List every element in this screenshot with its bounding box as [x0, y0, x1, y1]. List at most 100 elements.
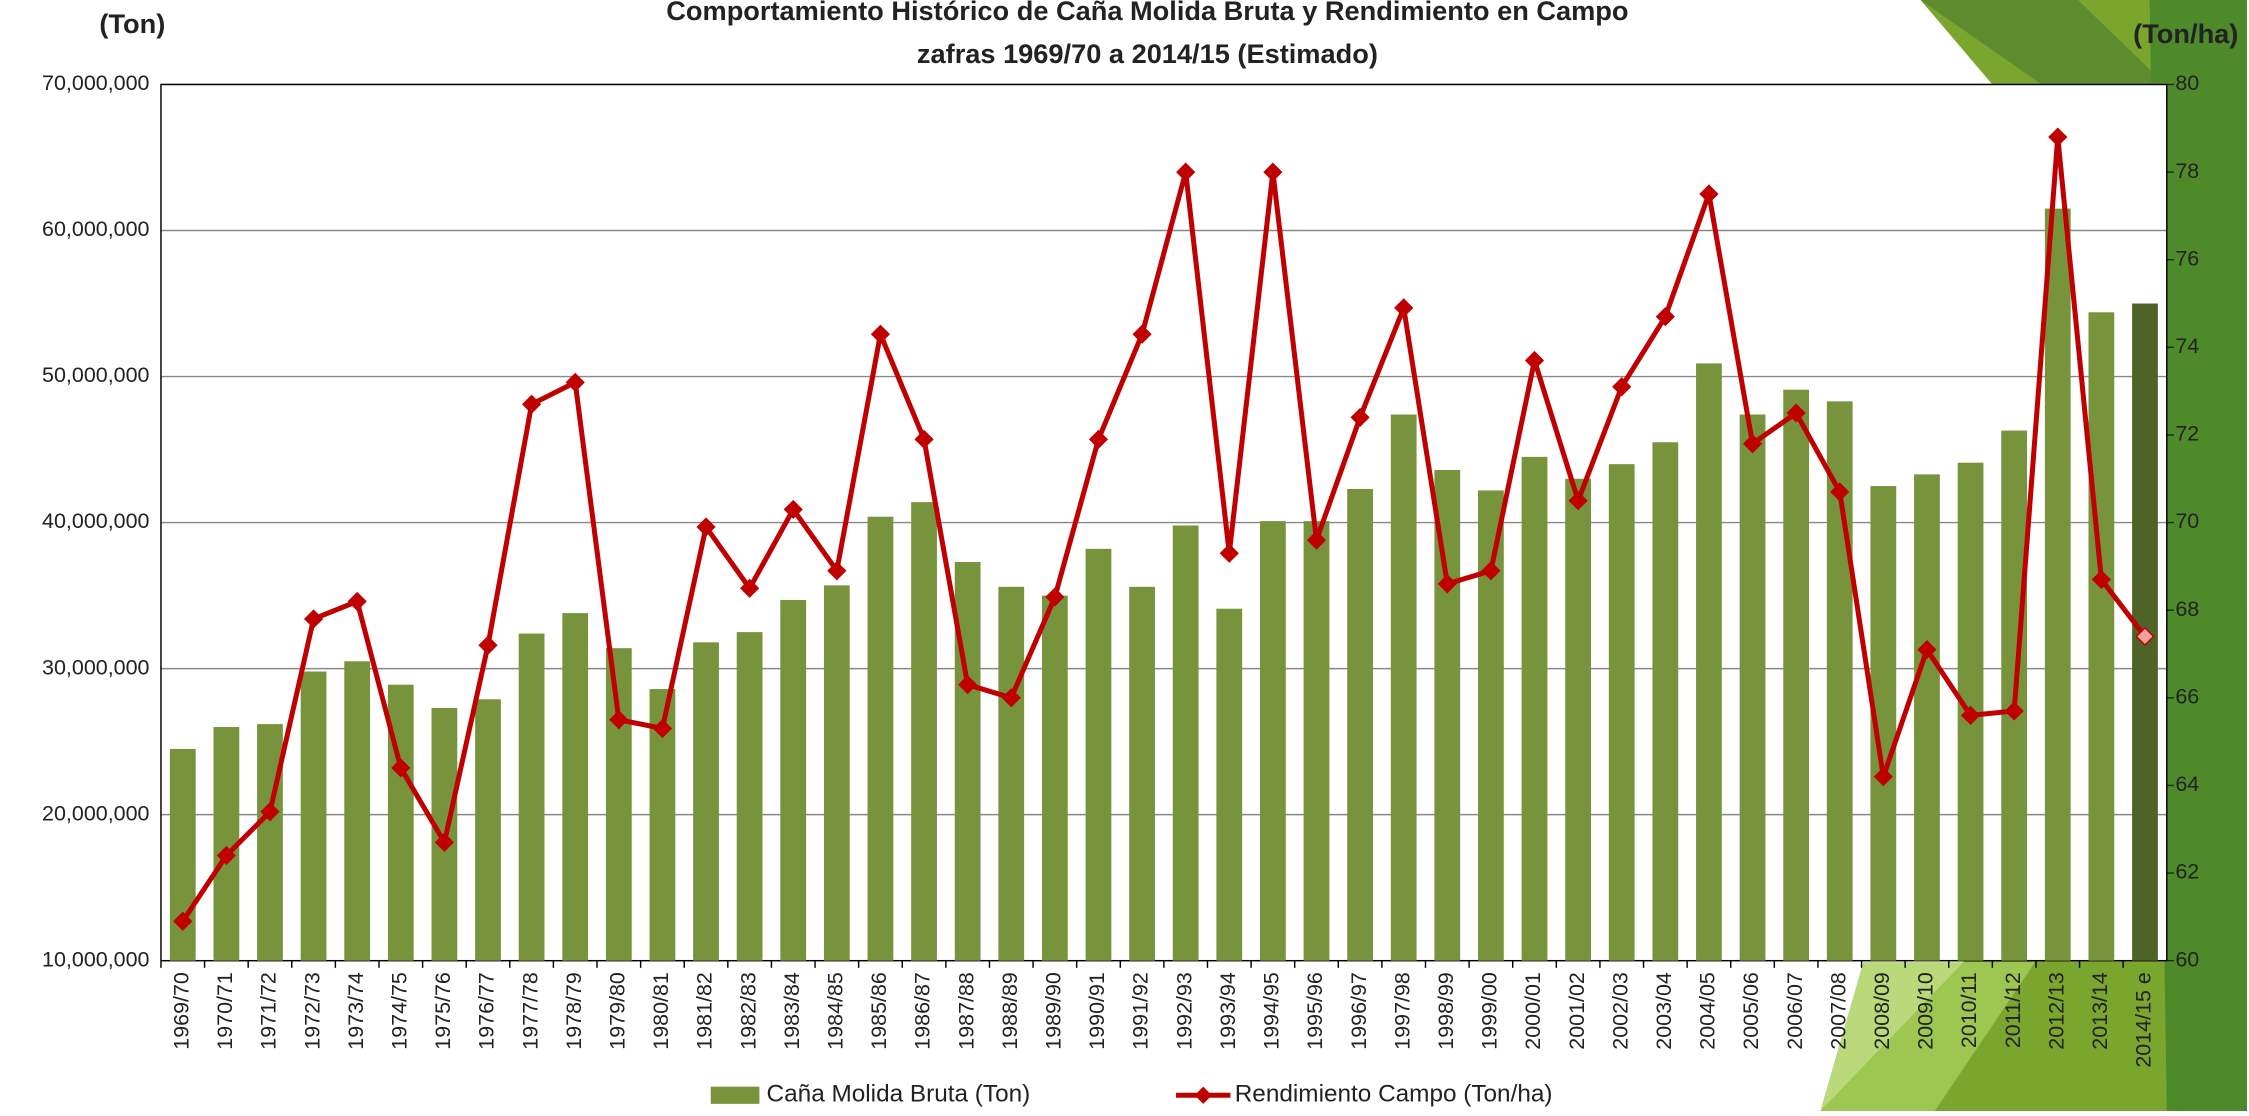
- bar: [1434, 470, 1460, 961]
- bar: [301, 672, 327, 961]
- bar: [344, 661, 370, 960]
- x-tick-label: 1998/99: [1434, 972, 1458, 1050]
- bar: [1783, 390, 1809, 961]
- bar: [998, 587, 1024, 961]
- bar: [2045, 209, 2071, 961]
- x-tick-label: 2011/12: [2001, 972, 2025, 1048]
- x-tick-label: 2012/13: [2044, 972, 2068, 1050]
- bar: [519, 634, 545, 961]
- x-tick-label: 2013/14: [2088, 972, 2112, 1050]
- y2-tick-label: 66: [2175, 684, 2199, 708]
- bar: [475, 699, 501, 960]
- x-tick-label: 1969/70: [169, 972, 193, 1050]
- x-tick-label: 1970/71: [213, 972, 237, 1050]
- bar: [257, 724, 283, 961]
- y2-axis-label: (Ton/ha): [2133, 18, 2238, 49]
- bar: [1304, 521, 1330, 961]
- y2-tick-label: 76: [2175, 246, 2199, 270]
- x-tick-label: 2010/11: [1957, 972, 1981, 1048]
- bar: [1129, 587, 1155, 961]
- x-tick-label: 1977/78: [518, 972, 542, 1050]
- chart: Comportamiento Histórico de Caña Molida …: [0, 0, 2249, 1111]
- y-tick-label: 10,000,000: [42, 947, 150, 971]
- x-tick-label: 1981/82: [693, 972, 717, 1050]
- bar: [1652, 442, 1678, 960]
- x-tick-label: 1994/95: [1260, 972, 1284, 1050]
- legend-swatch: [1195, 1087, 1212, 1104]
- chart-subtitle: zafras 1969/70 a 2014/15 (Estimado): [917, 38, 1378, 69]
- x-tick-label: 1983/84: [780, 972, 804, 1050]
- x-tick-label: 1982/83: [736, 972, 760, 1050]
- bar: [911, 502, 937, 961]
- x-tick-label: 1975/76: [431, 972, 455, 1050]
- y-tick-label: 30,000,000: [42, 655, 150, 679]
- x-tick-label: 1995/96: [1303, 972, 1327, 1050]
- x-tick-label: 1978/79: [562, 972, 586, 1050]
- legend-swatch: [711, 1087, 760, 1104]
- x-tick-label: 1987/88: [954, 972, 978, 1050]
- bar: [1565, 479, 1591, 961]
- x-tick-label: 2001/02: [1565, 972, 1589, 1050]
- y-tick-label: 60,000,000: [42, 217, 150, 241]
- y2-tick-label: 72: [2175, 422, 2199, 446]
- x-tick-label: 1988/89: [998, 972, 1022, 1050]
- y-tick-label: 20,000,000: [42, 801, 150, 825]
- bar: [1696, 363, 1722, 960]
- y2-tick-label: 74: [2175, 334, 2199, 358]
- y2-tick-label: 60: [2175, 947, 2199, 971]
- x-tick-label: 1974/75: [387, 972, 411, 1050]
- legend-label: Rendimiento Campo (Ton/ha): [1235, 1081, 1553, 1108]
- bar: [2088, 312, 2114, 960]
- bar: [693, 642, 719, 960]
- x-tick-label: 1992/93: [1172, 972, 1196, 1050]
- bar: [1260, 521, 1286, 961]
- bar: [780, 600, 806, 961]
- x-tick-label: 1972/73: [300, 972, 324, 1050]
- y-tick-label: 70,000,000: [42, 71, 150, 95]
- y2-tick-label: 62: [2175, 860, 2199, 884]
- bar: [737, 632, 763, 961]
- y2-tick-label: 80: [2175, 71, 2199, 95]
- bar: [562, 613, 588, 961]
- bar: [1391, 415, 1417, 961]
- x-tick-label: 2006/07: [1783, 972, 1807, 1050]
- bar: [1522, 457, 1548, 961]
- x-tick-label: 1999/00: [1478, 972, 1502, 1050]
- bar: [1740, 415, 1766, 961]
- x-tick-label: 1989/90: [1042, 972, 1066, 1050]
- y-tick-label: 40,000,000: [42, 509, 150, 533]
- bar: [824, 585, 850, 960]
- bar: [1347, 489, 1373, 961]
- bar: [606, 648, 632, 961]
- x-tick-label: 1973/74: [344, 972, 368, 1050]
- x-tick-label: 1980/81: [649, 972, 673, 1050]
- x-tick-label: 1990/91: [1085, 972, 1109, 1050]
- x-tick-label: 1976/77: [475, 972, 499, 1050]
- y2-tick-label: 70: [2175, 509, 2199, 533]
- x-tick-label: 1979/80: [605, 972, 629, 1050]
- x-tick-label: 2004/05: [1696, 972, 1720, 1050]
- x-tick-label: 2000/01: [1521, 972, 1545, 1050]
- x-tick-label: 2007/08: [1826, 972, 1850, 1050]
- x-tick-label: 2002/03: [1608, 972, 1632, 1050]
- x-tick-label: 1984/85: [824, 972, 848, 1050]
- y2-tick-label: 68: [2175, 597, 2199, 621]
- y2-tick-label: 78: [2175, 159, 2199, 183]
- x-tick-label: 2009/10: [1914, 972, 1938, 1050]
- bar: [868, 517, 894, 961]
- bar: [1216, 609, 1242, 961]
- bar: [1042, 596, 1068, 961]
- x-tick-label: 2003/04: [1652, 972, 1676, 1050]
- x-tick-label: 1996/97: [1347, 972, 1371, 1050]
- x-tick-label: 2014/15 e: [2132, 972, 2156, 1068]
- x-tick-label: 1985/86: [867, 972, 891, 1050]
- legend-label: Caña Molida Bruta (Ton): [767, 1081, 1031, 1108]
- bar: [1086, 549, 1112, 961]
- bar: [1173, 525, 1199, 960]
- x-tick-label: 1993/94: [1216, 972, 1240, 1050]
- x-tick-label: 2008/09: [1870, 972, 1894, 1050]
- x-tick-label: 2005/06: [1739, 972, 1763, 1050]
- x-tick-label: 1971/72: [257, 972, 281, 1050]
- y2-tick-label: 64: [2175, 772, 2199, 796]
- bar: [1914, 474, 1940, 960]
